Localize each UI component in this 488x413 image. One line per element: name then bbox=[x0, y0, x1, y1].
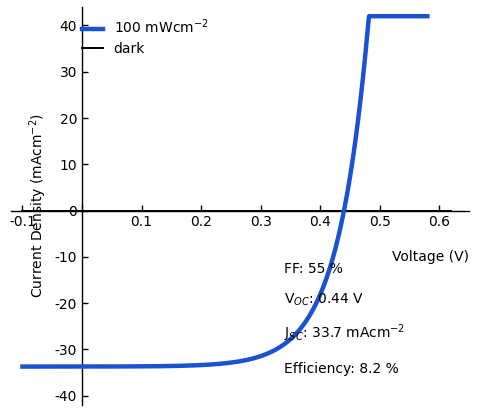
Text: Voltage (V): Voltage (V) bbox=[391, 250, 468, 264]
Text: FF: 55 %: FF: 55 % bbox=[284, 262, 343, 276]
Y-axis label: Current Density (mAcm$^{-2}$): Current Density (mAcm$^{-2}$) bbox=[27, 114, 49, 298]
Legend: 100 mWcm$^{-2}$, dark: 100 mWcm$^{-2}$, dark bbox=[81, 18, 208, 56]
Text: J$_{SC}$: 33.7 mAcm$^{-2}$: J$_{SC}$: 33.7 mAcm$^{-2}$ bbox=[284, 322, 405, 344]
Text: Efficiency: 8.2 %: Efficiency: 8.2 % bbox=[284, 361, 398, 375]
Text: V$_{OC}$: 0.44 V: V$_{OC}$: 0.44 V bbox=[284, 291, 364, 308]
